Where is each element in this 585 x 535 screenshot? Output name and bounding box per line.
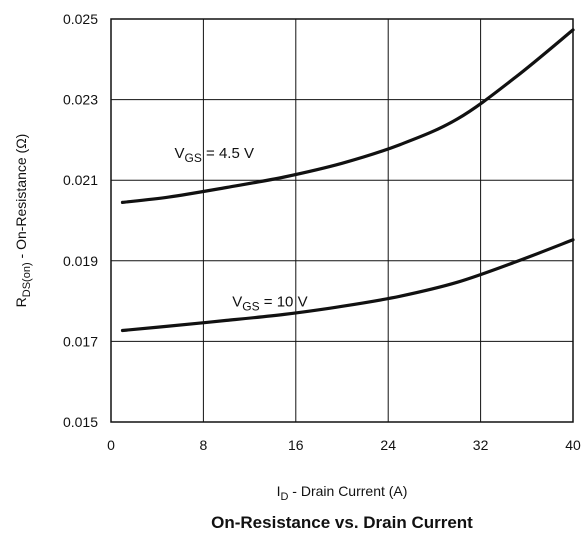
series-label-vgs-10: VGS = 10 V	[232, 293, 307, 313]
x-axis-title: ID - Drain Current (A)	[277, 483, 408, 503]
x-axis-title-main: I	[277, 483, 281, 499]
x-axis-title-sub: D	[280, 491, 288, 503]
series-label-vgs-4-5: VGS = 4.5 V	[175, 145, 254, 165]
series-label-rest: = 4.5 V	[202, 145, 254, 162]
series-label-sub: GS	[185, 151, 202, 165]
x-tick-label: 40	[565, 437, 581, 453]
y-tick-label: 0.015	[63, 414, 98, 430]
y-axis-title-main: R	[13, 297, 29, 307]
y-axis-title-sub: DS(on)	[21, 262, 33, 297]
series-label-main: V	[175, 145, 185, 162]
y-axis-title: RDS(on) - On-Resistance (Ω)	[13, 134, 33, 308]
series-group	[120, 28, 575, 333]
x-tick-label: 0	[107, 437, 115, 453]
x-tick-label: 16	[288, 437, 304, 453]
grid	[110, 18, 574, 423]
plot-frame	[110, 18, 574, 423]
chart-title: On-Resistance vs. Drain Current	[211, 513, 473, 532]
y-tick-labels: 0.015 0.017 0.019 0.021 0.023 0.025	[63, 11, 98, 430]
x-tick-label: 8	[200, 437, 208, 453]
x-tick-label: 24	[380, 437, 396, 453]
y-tick-label: 0.023	[63, 92, 98, 108]
y-axis-title-rest: - On-Resistance (Ω)	[13, 134, 29, 263]
x-tick-labels: 0 8 16 24 32 40	[107, 437, 581, 453]
series-label-rest: = 10 V	[260, 293, 308, 310]
y-tick-label: 0.025	[63, 11, 98, 27]
series-line-0	[120, 28, 575, 204]
x-tick-label: 32	[473, 437, 489, 453]
series-label-main: V	[232, 293, 242, 310]
x-axis-title-rest: - Drain Current (A)	[288, 483, 407, 499]
y-tick-label: 0.019	[63, 253, 98, 269]
series-line-1	[120, 238, 575, 333]
series-label-sub: GS	[242, 299, 259, 313]
y-tick-label: 0.017	[63, 333, 98, 349]
y-tick-label: 0.021	[63, 172, 98, 188]
